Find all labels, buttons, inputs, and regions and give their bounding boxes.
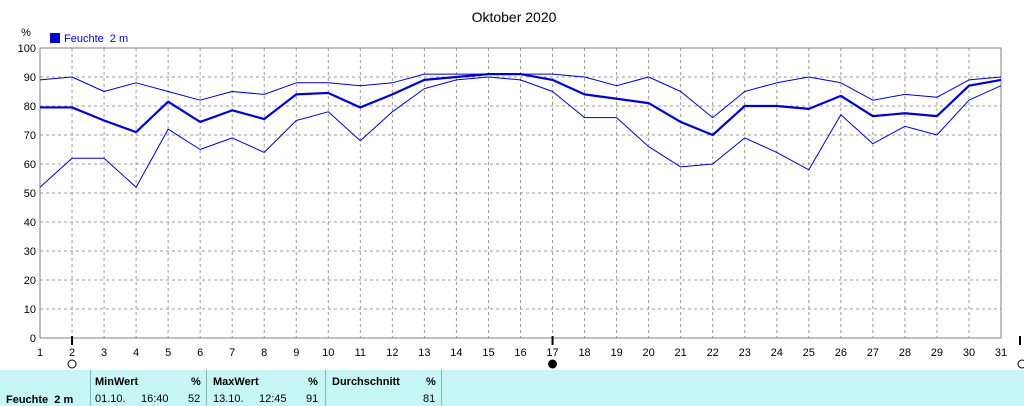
max-cell: MaxWert % 13.10. 12:45 91 <box>206 370 323 406</box>
y-tick-label: 20 <box>24 275 36 287</box>
x-tick-label: 31 <box>995 347 1007 359</box>
y-tick-label: 40 <box>24 217 36 229</box>
legend-swatch <box>50 33 60 43</box>
max-header: MaxWert <box>213 376 259 388</box>
plot-frame <box>39 47 1002 339</box>
series-line-max <box>39 73 1002 119</box>
y-tick-label: 80 <box>24 101 36 113</box>
max-date: 13.10. <box>213 393 244 405</box>
y-axis: 0 10 20 30 40 50 60 70 80 90 100 <box>18 43 36 345</box>
x-tick-label: 23 <box>739 347 751 359</box>
legend: Feuchte 2 m <box>50 33 128 45</box>
x-tick-label: 3 <box>101 347 107 359</box>
y-axis-unit: % <box>21 27 31 39</box>
avg-unit: % <box>426 376 436 388</box>
min-unit: % <box>191 376 201 388</box>
new-moon-icon <box>548 359 558 369</box>
x-tick-label: 22 <box>707 347 719 359</box>
x-axis: 1 2 3 4 5 6 7 8 9 10 11 12 13 14 15 16 17 18 19 20 21 22 23 24 2… <box>37 347 1007 359</box>
x-tick-label: 9 <box>293 347 299 359</box>
min-cell: MinWert % 01.10. 16:40 52 <box>90 370 205 406</box>
x-tick-label: 17 <box>546 347 558 359</box>
grid <box>40 48 1001 338</box>
x-tick-label: 12 <box>386 347 398 359</box>
min-header: MinWert <box>95 376 139 388</box>
x-tick-label: 29 <box>931 347 943 359</box>
y-tick-label: 10 <box>24 304 36 316</box>
full-moon-icon <box>1017 359 1024 369</box>
legend-label: Feuchte 2 m <box>64 33 128 45</box>
stats-divider <box>441 370 442 406</box>
avg-value: 81 <box>423 393 436 405</box>
stats-panel: Feuchte 2 m MinWert % 01.10. 16:40 52 Ma… <box>0 370 1024 406</box>
x-tick-label: 30 <box>963 347 975 359</box>
full-moon-icon <box>67 359 77 369</box>
x-tick-label: 19 <box>610 347 622 359</box>
y-tick-label: 50 <box>24 188 36 200</box>
y-tick-label: 30 <box>24 246 36 258</box>
x-tick-label: 25 <box>803 347 815 359</box>
y-tick-label: 0 <box>30 333 36 345</box>
avg-cell: Durchschnitt % 81 <box>325 370 440 406</box>
x-tick-label: 16 <box>514 347 526 359</box>
x-tick-label: 21 <box>675 347 687 359</box>
y-tick-label: 100 <box>18 43 36 55</box>
x-tick-label: 13 <box>418 347 430 359</box>
chart-title: Oktober 2020 <box>472 9 557 25</box>
x-tick-label: 2 <box>69 347 75 359</box>
x-tick-label: 24 <box>771 347 783 359</box>
x-tick-label: 7 <box>229 347 235 359</box>
x-tick-label: 28 <box>899 347 911 359</box>
x-tick-label: 11 <box>355 347 366 359</box>
x-tick-label: 15 <box>482 347 494 359</box>
x-tick-label: 10 <box>322 347 334 359</box>
avg-header: Durchschnitt <box>332 376 400 388</box>
x-tick-label: 4 <box>133 347 139 359</box>
y-tick-label: 90 <box>24 72 36 84</box>
min-date: 01.10. <box>95 393 126 405</box>
x-tick-label: 6 <box>197 347 203 359</box>
min-value: 52 <box>188 393 201 405</box>
y-tick-label: 60 <box>24 159 36 171</box>
series-group <box>39 72 1002 188</box>
max-value: 91 <box>306 393 319 405</box>
x-tick-label: 20 <box>643 347 655 359</box>
x-tick-label: 5 <box>165 347 171 359</box>
x-tick-label: 27 <box>867 347 879 359</box>
stats-row-label: Feuchte 2 m <box>6 394 74 406</box>
series-line-min <box>39 76 1002 188</box>
max-unit: % <box>308 376 318 388</box>
x-tick-label: 8 <box>261 347 267 359</box>
x-tick-label: 18 <box>578 347 590 359</box>
moon-phase-markers <box>67 336 1024 369</box>
max-time: 12:45 <box>259 393 287 405</box>
humidity-chart: Oktober 2020 % Feuchte 2 m 0102030405060… <box>18 9 1024 369</box>
min-time: 16:40 <box>141 393 169 405</box>
x-tick-label: 14 <box>450 347 462 359</box>
x-tick-label: 1 <box>37 347 43 359</box>
y-tick-label: 70 <box>24 130 36 142</box>
x-tick-label: 26 <box>835 347 847 359</box>
